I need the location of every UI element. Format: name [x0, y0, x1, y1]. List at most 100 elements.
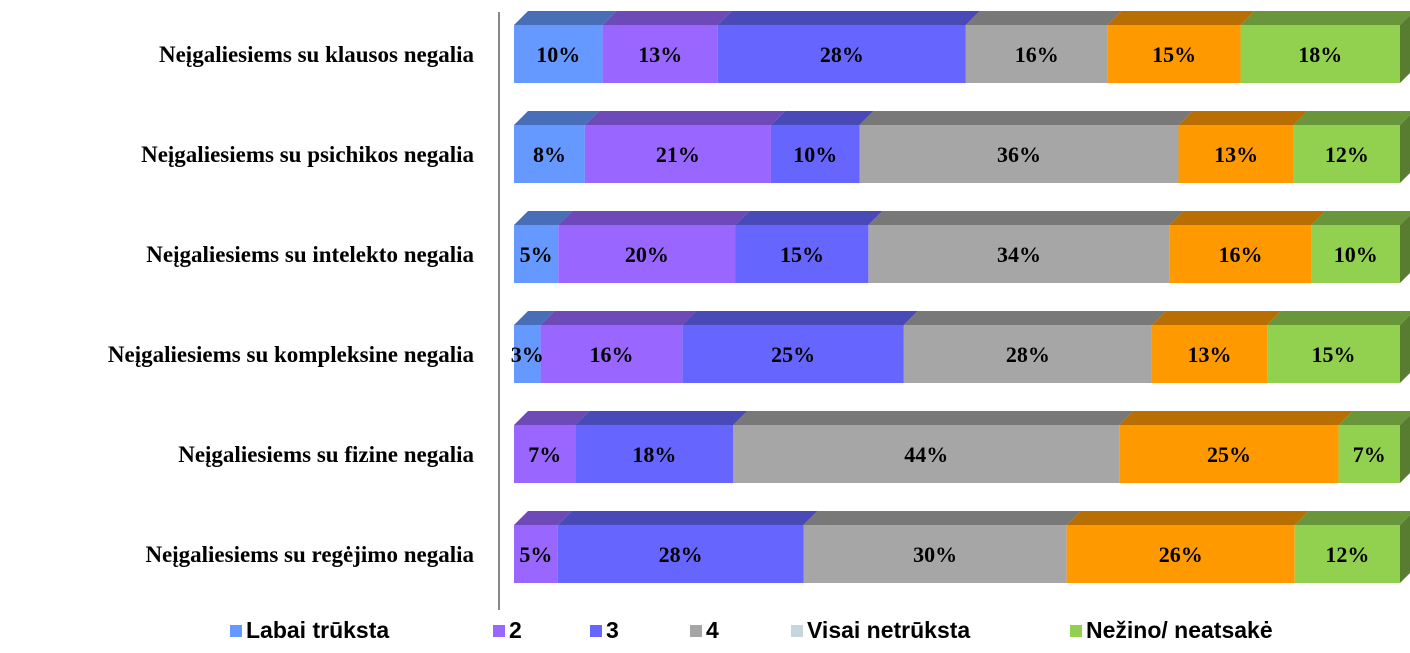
- bar-segment-top: [868, 211, 1184, 225]
- data-label: 10%: [536, 42, 580, 67]
- bar-segment-top: [682, 311, 918, 325]
- legend-swatch: [791, 625, 803, 637]
- bar-segment-top: [859, 111, 1193, 125]
- bar-segment: [1169, 225, 1312, 283]
- category-label: Neįgaliesiems su kompleksine negalia: [108, 342, 475, 367]
- bar-segment: [514, 325, 541, 383]
- bar-segment: [682, 325, 904, 383]
- bar-side-face: [1400, 515, 1410, 583]
- bar-segment-top: [514, 211, 573, 225]
- legend-label: Visai netrūksta: [807, 617, 970, 643]
- legend-swatch: [590, 625, 602, 637]
- bar-segment: [540, 325, 683, 383]
- data-label: 13%: [1188, 342, 1232, 367]
- data-label: 16%: [589, 342, 633, 367]
- bar-segment-top: [770, 111, 874, 125]
- data-label: 18%: [632, 442, 676, 467]
- bar-segment-top: [733, 411, 1134, 425]
- bar-segment: [558, 225, 736, 283]
- data-label: 30%: [913, 542, 957, 567]
- bar-segment: [514, 425, 576, 483]
- bar-segment-top: [575, 411, 748, 425]
- bar-segment-top: [602, 11, 732, 25]
- bar-segment-top: [558, 211, 750, 225]
- bar-segment: [1267, 325, 1400, 383]
- bar-segment: [770, 125, 860, 183]
- bar-segment-top: [584, 111, 785, 125]
- bar-segment: [514, 25, 603, 83]
- bar-segment: [1066, 525, 1295, 583]
- legend-label: Nežino/ neatsakė: [1086, 617, 1273, 643]
- bar-segment-top: [803, 511, 1081, 525]
- data-label: 18%: [1298, 42, 1342, 67]
- data-label: 36%: [997, 142, 1041, 167]
- bar-side-face: [1400, 415, 1410, 483]
- category-label: Neįgaliesiems su klausos negalia: [159, 42, 475, 67]
- data-label: 13%: [638, 42, 682, 67]
- data-label: 7%: [528, 442, 561, 467]
- legend-swatch: [690, 625, 702, 637]
- bar-segment: [717, 25, 966, 83]
- bar-segment: [903, 325, 1152, 383]
- category-label: Neįgaliesiems su fizine negalia: [178, 442, 474, 467]
- bar-segment-top: [1311, 211, 1410, 225]
- data-label: 7%: [1353, 442, 1386, 467]
- bar-segment-top: [1338, 411, 1410, 425]
- bar-segment: [1151, 325, 1268, 383]
- data-label: 10%: [1334, 242, 1378, 267]
- bar-segment: [584, 125, 771, 183]
- bar-segment: [1240, 25, 1400, 83]
- bar-segment: [514, 525, 558, 583]
- bar-segment-top: [1119, 411, 1353, 425]
- category-label: Neįgaliesiems su psichikos negalia: [141, 142, 474, 167]
- data-label: 21%: [656, 142, 700, 167]
- bar-segment: [514, 225, 559, 283]
- data-label: 28%: [1006, 342, 1050, 367]
- bar-segment: [514, 125, 585, 183]
- data-label: 15%: [780, 242, 824, 267]
- category-labels: Neįgaliesiems su klausos negalia Neįgalie…: [108, 42, 475, 567]
- legend-label: Labai trūksta: [246, 617, 389, 643]
- bar-segment: [1293, 125, 1400, 183]
- bar-segment: [557, 525, 804, 583]
- bar-segment: [575, 425, 734, 483]
- bar-segment: [1294, 525, 1400, 583]
- data-label: 26%: [1159, 542, 1203, 567]
- bar-segment-top: [1178, 111, 1308, 125]
- bar-segment-top: [1240, 11, 1410, 25]
- bar-side-face: [1400, 315, 1410, 383]
- bar-segment-top: [1169, 211, 1326, 225]
- bar-segment: [859, 125, 1179, 183]
- category-label: Neįgaliesiems su intelekto negalia: [146, 242, 474, 267]
- data-label: 16%: [1219, 242, 1263, 267]
- bar-segment-top: [1267, 311, 1410, 325]
- data-label: 25%: [1207, 442, 1251, 467]
- legend-label: 4: [706, 617, 719, 643]
- bar-segment-top: [965, 11, 1122, 25]
- bar-segment: [1311, 225, 1400, 283]
- data-label: 28%: [820, 42, 864, 67]
- data-label: 13%: [1214, 142, 1258, 167]
- bar-segment-top: [717, 11, 980, 25]
- data-label: 12%: [1325, 142, 1369, 167]
- legend-label: 3: [606, 617, 619, 643]
- data-label: 28%: [659, 542, 703, 567]
- bar-segment-top: [1107, 11, 1255, 25]
- legend-label: 2: [509, 617, 522, 643]
- bar-segment-top: [514, 311, 555, 325]
- data-label: 8%: [533, 142, 566, 167]
- legend: Labai trūksta 2 3 4 Visai netrūksta Nežino/ n…: [230, 617, 1273, 643]
- data-label: 12%: [1325, 542, 1369, 567]
- bar-segment: [1178, 125, 1294, 183]
- bar-segment: [602, 25, 718, 83]
- bar-segment-top: [557, 511, 818, 525]
- bar-segment-top: [1293, 111, 1410, 125]
- bar-segment: [1107, 25, 1241, 83]
- bar-segment-top: [1066, 511, 1309, 525]
- data-label: 16%: [1015, 42, 1059, 67]
- bar-segment-top: [514, 11, 617, 25]
- bar-segment-top: [514, 111, 599, 125]
- data-label: 10%: [793, 142, 837, 167]
- data-label: 25%: [771, 342, 815, 367]
- bar-side-face: [1400, 115, 1410, 183]
